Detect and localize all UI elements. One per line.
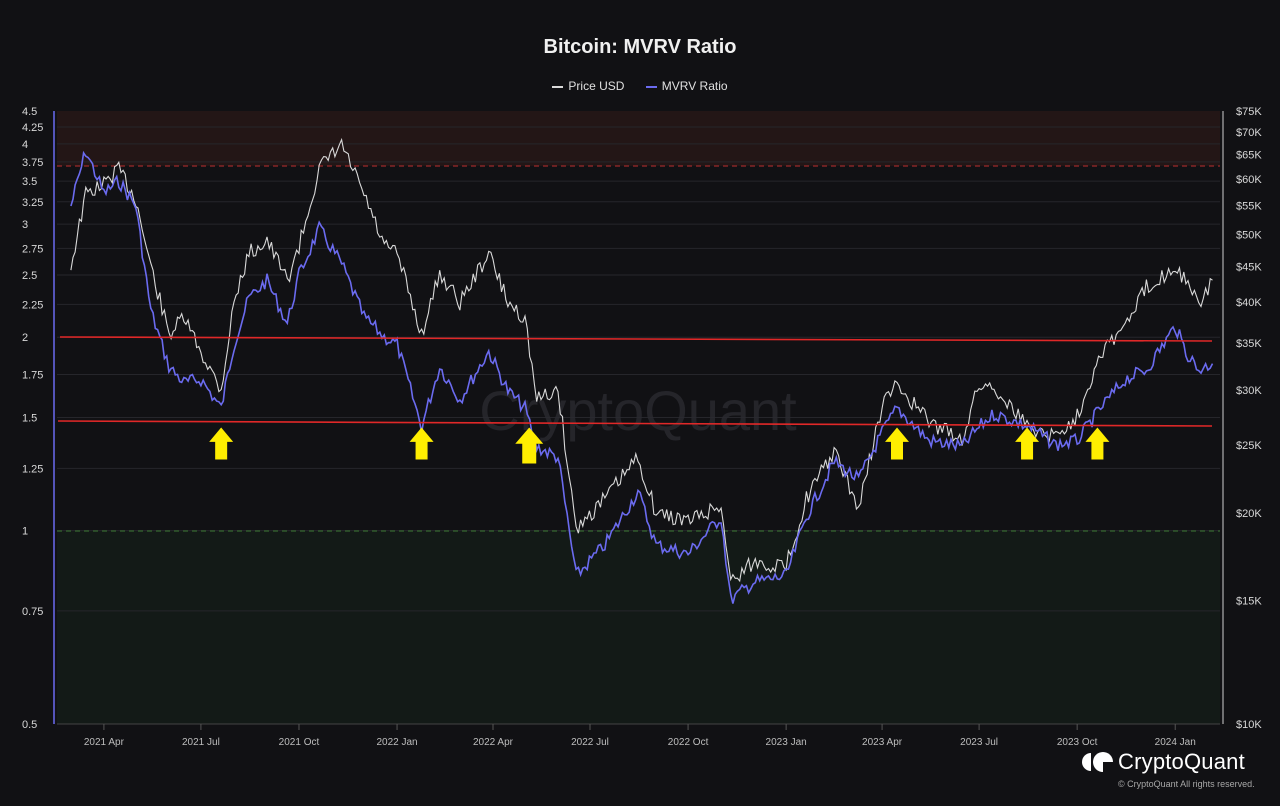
- up-arrow-icon: [409, 427, 434, 460]
- x-tick-label: 2022 Jul: [571, 737, 609, 748]
- x-tick-label: 2021 Apr: [84, 737, 125, 748]
- up-arrow-icon: [515, 427, 544, 464]
- left-tick-label: 4: [22, 139, 28, 151]
- right-tick-label: $55K: [1236, 200, 1262, 212]
- up-arrow-icon: [1085, 427, 1110, 460]
- right-tick-label: $50K: [1236, 229, 1262, 241]
- left-tick-label: 1: [22, 526, 28, 538]
- left-tick-label: 2.5: [22, 270, 37, 282]
- left-tick-label: 3.5: [22, 176, 37, 188]
- up-arrow-icon: [885, 427, 910, 460]
- left-tick-label: 2.75: [22, 243, 43, 255]
- right-tick-label: $65K: [1236, 150, 1262, 162]
- x-tick-label: 2021 Jul: [182, 737, 220, 748]
- right-tick-label: $20K: [1236, 508, 1262, 520]
- mvrv-swatch-icon: [645, 85, 657, 88]
- right-tick-label: $45K: [1236, 261, 1262, 273]
- x-tick-label: 2023 Oct: [1057, 737, 1098, 748]
- support-line-2: [59, 336, 1213, 342]
- left-tick-label: 3.25: [22, 197, 43, 209]
- right-tick-label: $60K: [1236, 174, 1262, 186]
- right-tick-label: $40K: [1236, 297, 1262, 309]
- chart-legend: Price USD MVRV Ratio: [0, 79, 1280, 93]
- left-tick-label: 4.5: [22, 106, 37, 118]
- annotation-arrows: [209, 427, 1110, 464]
- cryptoquant-logo-icon: [1082, 751, 1113, 773]
- left-tick-label: 2: [22, 332, 28, 344]
- legend-item-price[interactable]: Price USD: [552, 79, 624, 93]
- x-tick-label: 2023 Apr: [862, 737, 903, 748]
- right-tick-label: $70K: [1236, 127, 1262, 139]
- undervalued-zone: [57, 531, 1220, 724]
- left-tick-label: 2.25: [22, 299, 43, 311]
- left-tick-label: 1.75: [22, 369, 43, 381]
- left-tick-label: 1.5: [22, 413, 37, 425]
- right-tick-label: $10K: [1236, 719, 1262, 731]
- left-tick-label: 4.25: [22, 122, 43, 134]
- left-tick-label: 3: [22, 219, 28, 231]
- overvalued-zone: [57, 111, 1220, 166]
- right-axis-ticks: $75K $70K $65K $60K $55K $50K $45K $40K $35K $30K…: [1236, 106, 1262, 731]
- legend-item-mvrv[interactable]: MVRV Ratio: [645, 79, 728, 93]
- up-arrow-icon: [1015, 427, 1040, 460]
- left-axis-ticks: 4.5 4.25 4 3.75 3.5 3.25 3 2.75 2.5 2.25 2 1.75 1.5 1…: [22, 106, 43, 731]
- left-tick-label: 0.75: [22, 606, 43, 618]
- price-usd-line: [70, 137, 1213, 583]
- cryptoquant-logo: CryptoQuant: [1082, 749, 1245, 775]
- x-axis-ticks: 2021 Apr 2021 Jul 2021 Oct 2022 Jan 2022 Apr…: [84, 724, 1196, 748]
- legend-label-mvrv: MVRV Ratio: [661, 79, 728, 93]
- mvrv-ratio-line: [70, 150, 1214, 604]
- copyright-text: © CryptoQuant All rights reserved.: [1118, 779, 1255, 789]
- x-tick-label: 2024 Jan: [1155, 737, 1196, 748]
- x-tick-label: 2022 Jan: [376, 737, 417, 748]
- right-tick-label: $25K: [1236, 440, 1262, 452]
- x-tick-label: 2023 Jan: [766, 737, 807, 748]
- left-tick-label: 1.25: [22, 463, 43, 475]
- grid-lines: [57, 126, 1220, 612]
- x-tick-label: 2022 Oct: [668, 737, 709, 748]
- up-arrow-icon: [209, 427, 234, 460]
- x-tick-label: 2023 Jul: [960, 737, 998, 748]
- right-tick-label: $35K: [1236, 338, 1262, 350]
- right-tick-label: $15K: [1236, 596, 1262, 608]
- logo-text: CryptoQuant: [1118, 749, 1245, 774]
- right-tick-label: $30K: [1236, 385, 1262, 397]
- price-swatch-icon: [552, 85, 564, 88]
- x-tick-label: 2022 Apr: [473, 737, 514, 748]
- left-tick-label: 0.5: [22, 719, 37, 731]
- x-tick-label: 2021 Oct: [279, 737, 320, 748]
- left-tick-label: 3.75: [22, 157, 43, 169]
- chart-title: Bitcoin: MVRV Ratio: [543, 36, 737, 58]
- support-line-1-5: [57, 420, 1213, 427]
- legend-label-price: Price USD: [568, 79, 625, 93]
- right-tick-label: $75K: [1236, 106, 1262, 118]
